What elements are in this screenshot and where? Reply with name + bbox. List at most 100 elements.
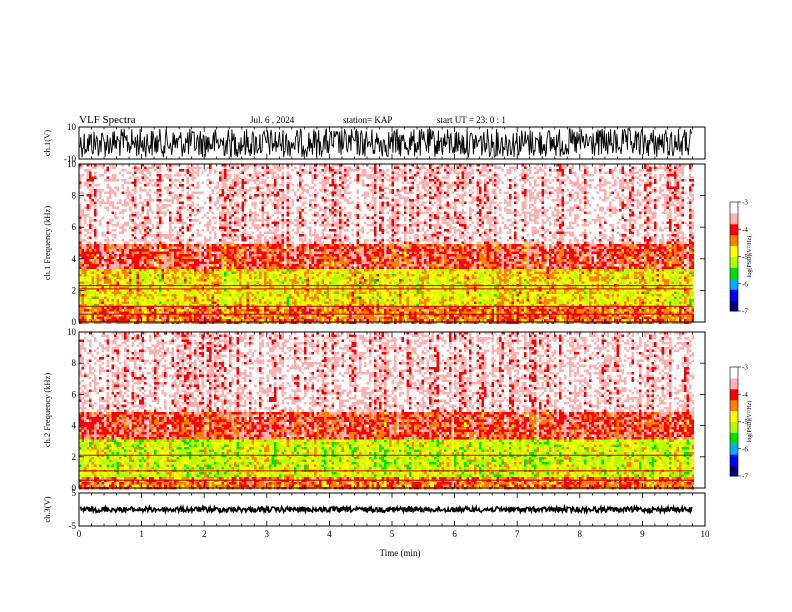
spectrogram-cell: [109, 279, 112, 282]
spectrogram-cell: [314, 272, 317, 275]
spectrogram-cell: [319, 274, 322, 277]
spectrogram-cell: [152, 247, 155, 250]
spectrogram-cell: [129, 207, 132, 210]
spectrogram-cell: [242, 279, 245, 282]
spectrogram-cell: [104, 169, 107, 172]
spectrogram-cell: [252, 294, 255, 297]
spectrogram-cell: [169, 262, 172, 265]
spectrogram-cell: [122, 224, 125, 227]
spectrogram-cell: [189, 257, 192, 260]
spectrogram-cell: [239, 189, 242, 192]
spectrogram-cell: [94, 269, 97, 272]
spectrogram-cell: [84, 199, 87, 202]
spectrogram-cell: [219, 244, 222, 247]
spectrogram-cell: [254, 207, 257, 210]
spectrogram-cell: [192, 259, 195, 262]
spectrogram-cell: [212, 244, 215, 247]
spectrogram-cell: [304, 297, 307, 300]
spectrogram-cell: [159, 267, 162, 270]
spectrogram-cell: [114, 234, 117, 237]
spectrogram-cell: [282, 224, 285, 227]
spectrogram-cell: [174, 184, 177, 187]
spectrogram-cell: [234, 229, 237, 232]
spectrogram-cell: [307, 317, 310, 320]
spectrogram-cell: [137, 227, 140, 230]
spectrogram-cell: [207, 167, 210, 170]
spectrogram-cell: [264, 282, 267, 285]
spectrogram-cell: [277, 302, 280, 305]
spectrogram-cell: [149, 317, 152, 320]
spectrogram-cell: [334, 247, 337, 250]
spectrogram-cell: [264, 219, 267, 222]
spectrogram-cell: [229, 262, 232, 265]
spectrogram-cell: [82, 212, 85, 215]
spectrogram-cell: [127, 252, 130, 255]
spectrogram-cell: [192, 204, 195, 207]
spectrogram-cell: [332, 244, 335, 247]
spectrogram-cell: [319, 282, 322, 285]
spectrogram-cell: [82, 259, 85, 262]
spectrogram-cell: [222, 174, 225, 177]
spectrogram-cell: [99, 174, 102, 177]
spectrogram-cell: [272, 169, 275, 172]
spectrogram-cell: [162, 297, 165, 300]
spectrogram-cell: [114, 317, 117, 320]
spectrogram-cell: [219, 297, 222, 300]
spectrogram-cell: [149, 297, 152, 300]
spectrogram-cell: [122, 274, 125, 277]
spectrogram-cell: [172, 272, 175, 275]
spectrogram-cell: [192, 317, 195, 320]
spectrogram-cell: [84, 302, 87, 305]
spectrogram-cell: [272, 237, 275, 240]
spectrogram-cell: [167, 277, 170, 280]
spectrogram-cell: [282, 172, 285, 175]
spectrogram-cell: [109, 204, 112, 207]
spectrogram-cell: [192, 289, 195, 292]
spectrogram-cell: [232, 254, 235, 257]
spectrogram-cell: [169, 279, 172, 282]
spectrogram-cell: [194, 172, 197, 175]
spectrogram-cell: [309, 249, 312, 252]
spectrogram-cell: [242, 254, 245, 257]
spectrogram-cell: [289, 299, 292, 302]
spectrogram-cell: [237, 259, 240, 262]
spectrogram-cell: [102, 307, 105, 310]
spectrogram-cell: [289, 264, 292, 267]
spectrogram-cell: [167, 289, 170, 292]
spectrogram-cell: [294, 167, 297, 170]
spectrogram-cell: [237, 307, 240, 310]
spectrogram-cell: [219, 247, 222, 250]
spectrogram-cell: [112, 279, 115, 282]
spectrogram-cell: [287, 212, 290, 215]
spectrogram-cell: [284, 277, 287, 280]
spectrogram-cell: [179, 182, 182, 185]
spectrogram-cell: [309, 239, 312, 242]
spectrogram-cell: [244, 262, 247, 265]
spectrogram-cell: [192, 239, 195, 242]
spectrogram-cell: [289, 239, 292, 242]
spectrogram-cell: [87, 249, 90, 252]
spectrogram-cell: [299, 269, 302, 272]
spectrogram-cell: [82, 214, 85, 217]
spectrogram-cell: [257, 184, 260, 187]
spectrogram-cell: [109, 292, 112, 295]
spectrogram-cell: [329, 229, 332, 232]
spectrogram-cell: [249, 289, 252, 292]
spectrogram-cell: [149, 292, 152, 295]
spectrogram-cell: [232, 244, 235, 247]
spectrogram-cell: [279, 169, 282, 172]
spectrogram-cell: [319, 252, 322, 255]
spectrogram-cell: [222, 292, 225, 295]
spectrogram-cell: [154, 294, 157, 297]
spectrogram-cell: [174, 219, 177, 222]
spectrogram-cell: [92, 194, 95, 197]
spectrogram-cell: [232, 199, 235, 202]
spectrogram-cell: [304, 274, 307, 277]
spectrogram-cell: [314, 277, 317, 280]
spectrogram-cell: [227, 302, 230, 305]
spectrogram-cell: [194, 192, 197, 195]
spectrogram-cell: [187, 252, 190, 255]
spectrogram-cell: [334, 257, 337, 260]
spectrogram-cell: [244, 299, 247, 302]
spectrogram-cell: [169, 239, 172, 242]
